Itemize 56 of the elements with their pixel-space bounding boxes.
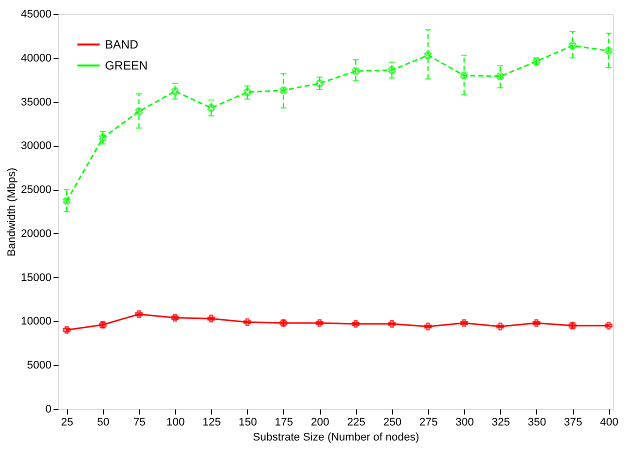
point (207, 314, 216, 322)
point (568, 42, 576, 50)
point (496, 72, 504, 80)
x-tick-label: 250 (383, 416, 402, 428)
y-tick-label: 35000 (20, 96, 52, 108)
point (207, 104, 216, 112)
y-tick-label: 30000 (20, 140, 52, 152)
point (62, 197, 71, 205)
x-tick-label: 75 (133, 416, 146, 428)
y-tick-label: 25000 (20, 184, 52, 196)
point (135, 310, 143, 318)
point (388, 66, 396, 74)
x-tick-label: 400 (600, 416, 618, 428)
y-tick-label: 20000 (20, 228, 52, 240)
y-axis-title: Bandwidth (Mbps) (6, 168, 18, 256)
point (388, 320, 396, 328)
point (98, 134, 107, 142)
point (316, 319, 324, 327)
point (135, 108, 143, 116)
x-tick-label: 375 (564, 416, 582, 428)
y-tick-label: 40000 (20, 52, 52, 64)
x-tick-label: 275 (419, 416, 438, 428)
y-tick-label: 45000 (20, 8, 52, 20)
point (460, 319, 468, 327)
point (243, 88, 252, 96)
point (352, 67, 360, 75)
x-tick-label: 225 (347, 416, 366, 428)
point (171, 87, 179, 96)
point (604, 46, 613, 55)
point (532, 319, 540, 327)
point (604, 322, 613, 330)
x-tick-label: 100 (166, 416, 185, 428)
legend-label: GREEN (105, 58, 148, 72)
point (424, 322, 432, 330)
x-tick-label: 50 (97, 416, 110, 428)
point (316, 79, 324, 88)
legend-label: BAND (105, 38, 139, 52)
point (460, 72, 468, 80)
point (243, 318, 252, 326)
point (496, 322, 504, 330)
x-tick-label: 200 (310, 416, 330, 428)
x-tick-label: 325 (492, 416, 510, 428)
y-tick-label: 15000 (20, 272, 52, 284)
x-tick-label: 300 (455, 416, 474, 428)
y-tick-label: 0 (45, 404, 52, 416)
y-tick-label: 10000 (20, 316, 52, 328)
x-tick-label: 175 (274, 416, 294, 428)
x-tick-label: 25 (61, 416, 74, 428)
point (424, 51, 432, 60)
y-tick-label: 5000 (27, 360, 52, 372)
x-axis-title: Substrate Size (Number of nodes) (252, 432, 420, 444)
x-tick-label: 150 (238, 416, 258, 428)
x-tick-label: 350 (528, 416, 546, 428)
point (280, 86, 288, 94)
point (352, 320, 360, 328)
x-tick-label: 125 (202, 416, 221, 428)
